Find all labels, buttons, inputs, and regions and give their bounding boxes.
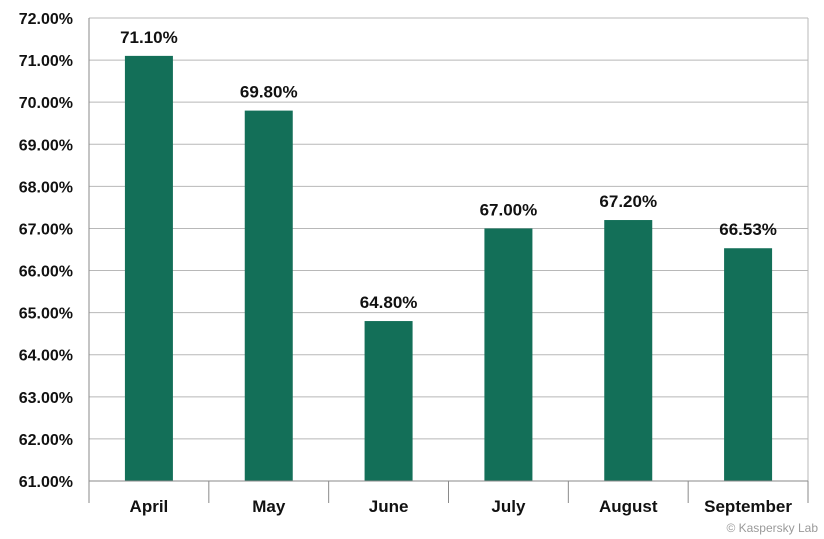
y-tick-label: 61.00%: [19, 474, 73, 491]
copyright-notice: © Kaspersky Lab: [726, 521, 818, 535]
y-axis-tick-labels: 61.00% 62.00% 63.00% 64.00% 65.00% 66.00% 67.0…: [19, 11, 73, 491]
data-label: 66.53%: [719, 220, 777, 239]
y-tick-label: 70.00%: [19, 95, 73, 112]
bar: [484, 228, 533, 481]
y-tick-label: 69.00%: [19, 137, 73, 154]
y-tick-label: 72.00%: [19, 11, 73, 28]
x-tick-label: April: [130, 497, 169, 516]
y-tick-label: 63.00%: [19, 390, 73, 407]
y-tick-label: 66.00%: [19, 264, 73, 281]
y-tick-label: 65.00%: [19, 306, 73, 323]
data-labels: 71.10% 69.80% 64.80% 67.00% 67.20% 66.53%: [120, 28, 777, 312]
data-label: 71.10%: [120, 28, 178, 47]
x-tick-label: June: [369, 497, 409, 516]
x-tick-label: August: [599, 497, 658, 516]
y-tick-label: 68.00%: [19, 179, 73, 196]
bar: [364, 321, 413, 481]
bars: [124, 55, 773, 482]
gridlines: [88, 17, 809, 482]
data-label: 64.80%: [360, 293, 418, 312]
y-tick-label: 71.00%: [19, 53, 73, 70]
x-tick-label: September: [704, 497, 792, 516]
bar: [124, 55, 173, 482]
x-tick-label: July: [491, 497, 526, 516]
data-label: 67.20%: [599, 192, 657, 211]
bar: [724, 248, 773, 481]
y-tick-label: 67.00%: [19, 221, 73, 238]
x-tick-label: May: [252, 497, 286, 516]
x-axis: April May June July August September: [88, 480, 809, 516]
data-label: 69.80%: [240, 83, 298, 102]
bar: [604, 220, 653, 481]
bar: [244, 110, 293, 481]
data-label: 67.00%: [480, 200, 538, 219]
y-tick-label: 64.00%: [19, 348, 73, 365]
y-tick-label: 62.00%: [19, 432, 73, 449]
